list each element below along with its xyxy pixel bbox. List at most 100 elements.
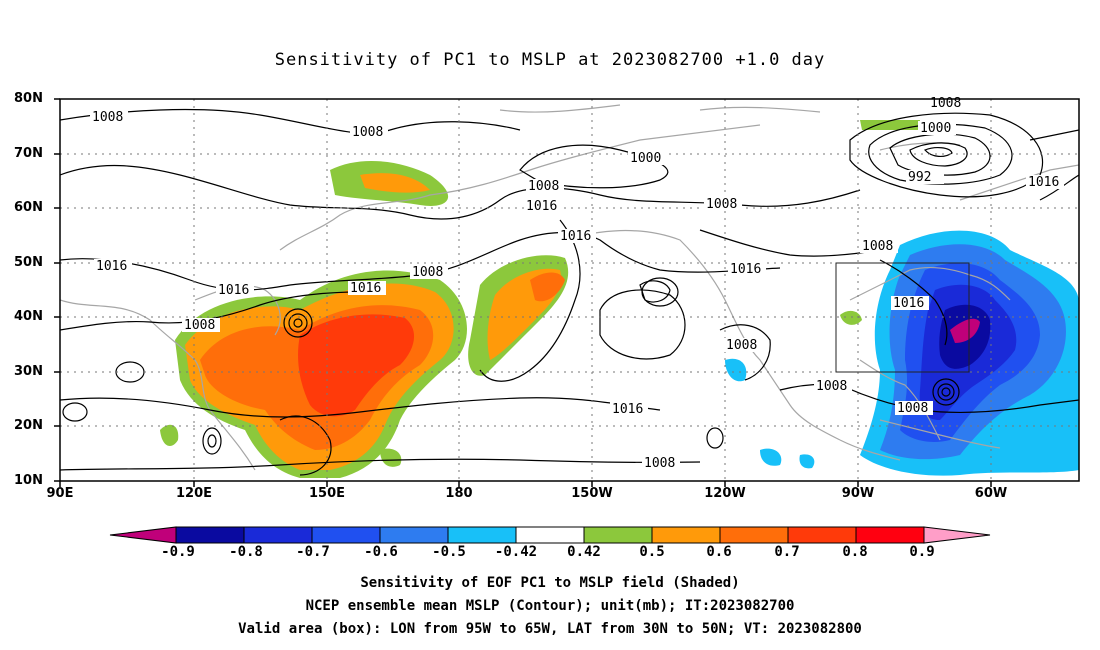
contour-label: 1016 xyxy=(893,296,924,311)
colorbar-swatch xyxy=(787,526,857,544)
colorbar-swatch xyxy=(719,526,789,544)
contour-label-bg xyxy=(526,179,564,193)
colorbar-label: 0.9 xyxy=(909,544,935,560)
contour-label: 1008 xyxy=(706,197,737,212)
contour-label-bg xyxy=(906,170,944,184)
contour-label: 1016 xyxy=(218,283,249,298)
contour-label: 1008 xyxy=(352,125,383,140)
colorbar-label: -0.9 xyxy=(161,544,195,560)
contour-label-bg xyxy=(642,456,680,470)
contour-label: 1016 xyxy=(350,281,381,296)
lat-label: 70N xyxy=(14,146,43,161)
colorbar-swatch xyxy=(175,526,245,544)
caption-line-1: Sensitivity of EOF PC1 to MSLP field (Sh… xyxy=(360,575,740,591)
contour-label-bg xyxy=(94,259,132,273)
colorbar-swatch xyxy=(651,526,721,544)
tick-marks xyxy=(54,98,992,487)
contour-label: 1016 xyxy=(526,199,557,214)
colorbar-label: -0.7 xyxy=(296,544,330,560)
lat-label: 60N xyxy=(14,200,43,215)
positive-sensitivity-region xyxy=(160,120,920,478)
contour-label-bg xyxy=(182,318,220,332)
colorbar-swatch xyxy=(855,526,925,544)
contour-label-bg xyxy=(724,338,762,352)
lon-label: 90E xyxy=(46,486,74,501)
contour-label: 1000 xyxy=(920,121,951,136)
lat-label: 40N xyxy=(14,309,43,324)
contour-label: 1008 xyxy=(897,401,928,416)
contour-label: 1016 xyxy=(730,262,761,277)
contour-label: 1008 xyxy=(412,265,443,280)
contour-label-bg xyxy=(704,197,742,211)
mslp-contours xyxy=(60,108,1079,476)
lon-label: 180 xyxy=(445,486,473,501)
colorbar-swatch xyxy=(109,526,177,544)
lat-label: 20N xyxy=(14,418,43,433)
colorbar-label: 0.5 xyxy=(639,544,665,560)
coastlines xyxy=(60,104,1079,471)
negative-sensitivity-region xyxy=(725,230,1079,476)
colorbar-label: -0.42 xyxy=(494,544,538,560)
colorbar-swatch xyxy=(311,526,381,544)
contour-label: 1008 xyxy=(92,110,123,125)
lon-label: 150E xyxy=(308,486,346,501)
colorbar-label: -0.6 xyxy=(364,544,398,560)
contour-label-bg xyxy=(728,262,766,276)
lat-label: 80N xyxy=(14,91,43,106)
contour-label-bg xyxy=(891,296,929,310)
colorbar-swatch xyxy=(243,526,313,544)
gridlines xyxy=(60,99,1079,481)
caption-line-3: Valid area (box): LON from 95W to 65W, L… xyxy=(238,621,862,637)
contour-label-bg xyxy=(860,239,898,253)
colorbar-swatch xyxy=(447,526,517,544)
contour-label-bg xyxy=(628,151,666,165)
contour-label: 1008 xyxy=(862,239,893,254)
colorbar-label: 0.6 xyxy=(706,544,732,560)
valid-area-box xyxy=(835,262,970,373)
contour-label: 1008 xyxy=(644,456,675,471)
contour-label-bg xyxy=(90,110,128,124)
contour-label-bg xyxy=(410,265,448,279)
lon-label: 120W xyxy=(704,486,746,501)
colorbar-label: 0.42 xyxy=(567,544,601,560)
lat-label: 50N xyxy=(14,255,43,270)
colorbar-label: 0.7 xyxy=(774,544,800,560)
colorbar-label: 0.8 xyxy=(842,544,868,560)
colorbar-swatch xyxy=(515,526,585,544)
contour-label: 1016 xyxy=(96,259,127,274)
chart-title: Sensitivity of PC1 to MSLP at 2023082700… xyxy=(274,50,826,70)
plot-frame xyxy=(59,98,1080,482)
contour-label-bg xyxy=(814,379,852,393)
contour-label: 1008 xyxy=(816,379,847,394)
contour-label-bg xyxy=(350,125,388,139)
contour-label: 1008 xyxy=(184,318,215,333)
lon-label: 60W xyxy=(974,486,1008,501)
lon-label: 90W xyxy=(841,486,875,501)
colorbar-label: -0.8 xyxy=(229,544,263,560)
lon-label: 120E xyxy=(175,486,213,501)
contour-label: 1008 xyxy=(528,179,559,194)
contour-label-bg xyxy=(558,229,596,243)
contour-label: 1016 xyxy=(560,229,591,244)
contour-label-bg xyxy=(216,283,254,297)
contour-label-bg xyxy=(1026,175,1064,189)
contour-label-bg xyxy=(348,281,386,295)
colorbar-swatch xyxy=(583,526,653,544)
contour-label-bg xyxy=(895,401,933,415)
colorbar xyxy=(109,526,991,544)
colorbar-swatch xyxy=(379,526,449,544)
contour-label-bg xyxy=(918,121,956,135)
lon-label: 150W xyxy=(571,486,613,501)
contour-label: 1008 xyxy=(726,338,757,353)
lat-label: 30N xyxy=(14,364,43,379)
colorbar-label: -0.5 xyxy=(432,544,466,560)
contour-label-bg xyxy=(524,199,562,213)
colorbar-swatch xyxy=(923,526,991,544)
caption-line-2: NCEP ensemble mean MSLP (Contour); unit(… xyxy=(305,598,795,614)
lat-label: 10N xyxy=(14,473,43,488)
contour-label: 1016 xyxy=(612,402,643,417)
contour-label: 1000 xyxy=(630,151,661,166)
contour-label: 992 xyxy=(908,170,931,185)
